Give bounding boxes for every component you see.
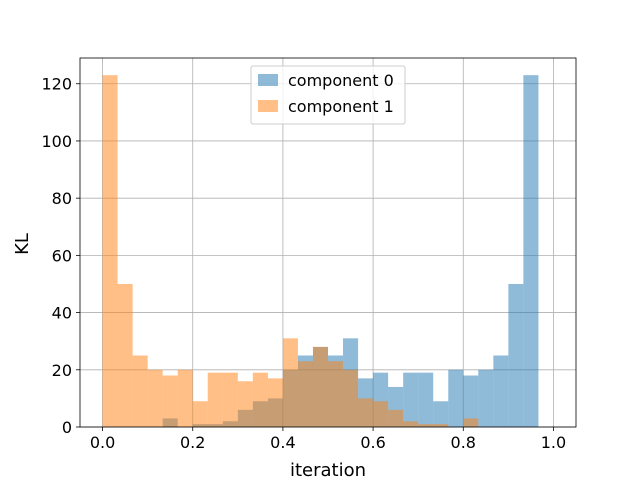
bar-component-1: [117, 283, 133, 427]
bar-component-0: [433, 401, 449, 427]
bar-component-1: [433, 424, 449, 427]
bar-component-1: [373, 401, 389, 427]
legend-frame: [250, 65, 406, 125]
x-tick-label: 0.0: [90, 433, 115, 452]
bar-component-1: [297, 361, 313, 427]
y-tick-label: 20: [52, 361, 72, 380]
bar-component-1: [312, 346, 328, 427]
bar-component-1: [403, 421, 419, 427]
bar-component-1: [328, 361, 344, 427]
y-tick-label: 120: [41, 75, 72, 94]
legend-label-component-1: component 1: [288, 97, 394, 116]
x-tick-label: 0.8: [451, 433, 476, 452]
bar-component-1: [358, 398, 374, 427]
bar-component-1: [102, 75, 118, 428]
y-tick-label: 0: [62, 418, 72, 437]
bar-component-0: [493, 355, 509, 427]
bar-component-1: [267, 378, 283, 427]
bar-component-0: [403, 372, 419, 427]
bar-component-1: [222, 372, 238, 427]
bar-component-0: [478, 369, 494, 427]
plot-frame: [79, 57, 577, 428]
x-tick-label: 0.2: [180, 433, 205, 452]
bar-component-0: [448, 369, 464, 427]
x-tick-label: 0.4: [270, 433, 295, 452]
x-tick-label: 0.6: [360, 433, 385, 452]
y-tick-label: 80: [52, 189, 72, 208]
bar-component-1: [418, 424, 434, 427]
legend-swatch-component-1: [258, 100, 278, 112]
bar-component-1: [252, 372, 268, 427]
bar-component-0: [523, 75, 539, 428]
axes: 0.0 0.2 0.4 0.6 0.8 1.0 0 20 40 60 80 100 120: [41, 57, 577, 452]
bar-component-1: [207, 372, 223, 427]
bar-component-1: [147, 369, 163, 427]
series-component-1-bars: [102, 75, 479, 428]
bar-component-1: [343, 369, 359, 427]
legend-label-component-0: component 0: [288, 71, 394, 90]
bar-component-0: [418, 372, 434, 427]
bar-component-1: [132, 355, 148, 427]
bar-component-1: [282, 338, 298, 427]
bar-component-1: [388, 409, 404, 427]
y-tick-label: 100: [41, 132, 72, 151]
bar-component-0: [463, 375, 479, 427]
y-tick-label: 40: [52, 304, 72, 323]
bar-component-0: [508, 283, 524, 427]
bar-component-1: [237, 381, 253, 427]
x-axis-label: iteration: [290, 460, 366, 480]
bar-component-1: [463, 418, 479, 427]
legend: component 0 component 1: [250, 65, 406, 125]
bar-component-1: [192, 401, 208, 427]
y-axis-label: KL: [12, 233, 33, 255]
bar-component-1: [177, 369, 193, 427]
x-tick-label: 1.0: [541, 433, 566, 452]
y-tick-label: 60: [52, 246, 72, 265]
legend-swatch-component-0: [258, 74, 278, 86]
bar-component-1: [162, 375, 178, 427]
